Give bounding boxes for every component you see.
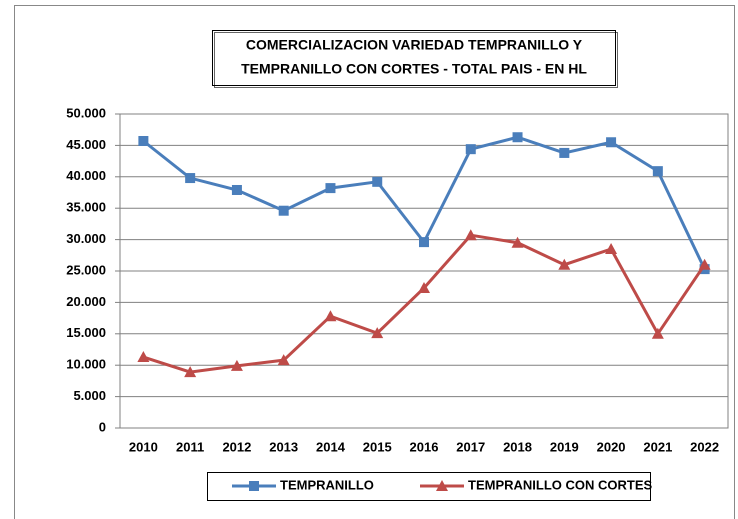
y-tick-label: 45.000 — [66, 137, 106, 152]
y-tick-label: 30.000 — [66, 231, 106, 246]
data-point — [465, 144, 476, 155]
data-point — [230, 359, 243, 371]
y-tick-label: 25.000 — [66, 262, 106, 277]
y-tick-label: 35.000 — [66, 200, 106, 215]
data-point — [698, 258, 711, 270]
data-point — [278, 205, 289, 216]
data-point — [464, 229, 477, 241]
y-tick-label: 50.000 — [66, 105, 106, 120]
x-tick-label: 2015 — [363, 439, 392, 454]
x-tick-label: 2011 — [176, 439, 204, 454]
x-tick-label: 2019 — [550, 439, 579, 454]
y-tick-label: 10.000 — [66, 357, 106, 372]
data-point — [606, 137, 617, 148]
title-shadow — [214, 32, 618, 88]
data-point — [372, 176, 383, 187]
data-point — [371, 327, 384, 339]
data-point — [325, 183, 336, 194]
x-tick-label: 2021 — [643, 439, 672, 454]
x-tick-label: 2022 — [690, 439, 719, 454]
data-point — [138, 136, 149, 147]
legend-marker — [249, 481, 259, 491]
data-point — [185, 173, 196, 184]
data-point — [559, 147, 570, 158]
data-point — [419, 237, 429, 248]
x-tick-label: 2014 — [316, 439, 346, 454]
y-tick-label: 20.000 — [66, 294, 106, 309]
data-point — [137, 351, 150, 363]
data-point — [324, 310, 337, 322]
y-tick-label: 15.000 — [66, 325, 106, 340]
legend-label: TEMPRANILLO — [280, 477, 374, 492]
data-point — [231, 184, 242, 195]
legend-label: TEMPRANILLO CON CORTES — [468, 477, 652, 492]
data-point — [512, 132, 523, 143]
data-point — [652, 166, 663, 177]
x-tick-label: 2013 — [269, 439, 298, 454]
y-tick-label: 40.000 — [66, 168, 106, 183]
y-tick-label: 0 — [99, 419, 106, 434]
chart-title: COMERCIALIZACION VARIEDAD TEMPRANILLO Y — [246, 37, 583, 53]
data-point — [418, 281, 430, 293]
x-tick-label: 2016 — [410, 439, 439, 454]
y-tick-label: 5.000 — [73, 388, 106, 403]
data-point — [277, 354, 290, 366]
x-tick-label: 2012 — [222, 439, 251, 454]
data-point — [558, 258, 571, 270]
x-tick-label: 2017 — [456, 439, 485, 454]
x-tick-label: 2010 — [129, 439, 158, 454]
data-point — [511, 236, 524, 248]
title-box — [212, 30, 616, 86]
data-point — [605, 243, 618, 255]
x-tick-label: 2018 — [503, 439, 532, 454]
chart-title: TEMPRANILLO CON CORTES - TOTAL PAIS - EN… — [241, 61, 587, 77]
data-point — [184, 366, 197, 378]
x-tick-label: 2020 — [597, 439, 626, 454]
data-point — [651, 327, 664, 339]
legend-marker — [436, 480, 448, 491]
